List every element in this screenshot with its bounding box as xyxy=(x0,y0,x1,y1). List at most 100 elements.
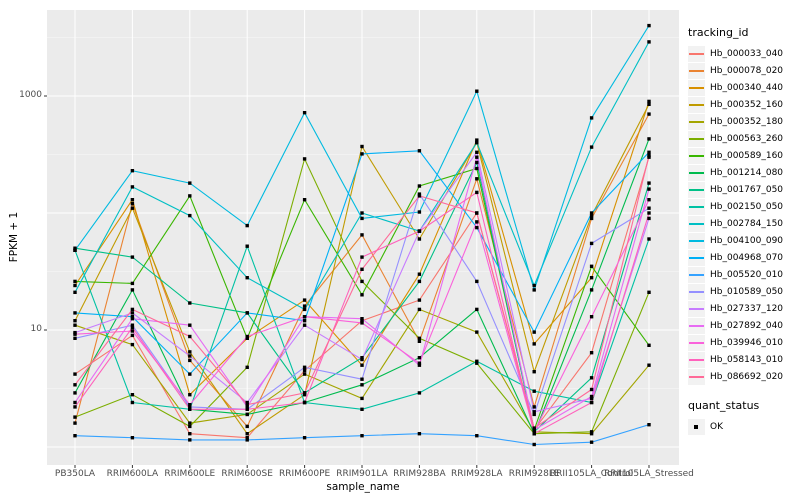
legend-item: Hb_000589_160 xyxy=(688,147,800,164)
legend-item: Hb_004968_070 xyxy=(688,249,800,266)
legend-key-swatch xyxy=(688,215,705,232)
legend-line-icon xyxy=(689,341,704,344)
legend-key-swatch xyxy=(688,147,705,164)
legend-item: Hb_000033_040 xyxy=(688,45,800,62)
legend-item: Hb_058143_010 xyxy=(688,351,800,368)
x-tick-label: RRIM928LE xyxy=(508,469,560,479)
legend-key-swatch xyxy=(688,198,705,215)
legend-line-icon xyxy=(689,154,704,157)
x-tick-label: RRIM928LA xyxy=(451,469,503,479)
legend-item: Hb_086692_020 xyxy=(688,368,800,385)
x-tick-label: RRIM928BA xyxy=(393,469,446,479)
x-tick-label: RRII105LA_Stressed xyxy=(604,469,694,479)
legend-item-label: Hb_000589_160 xyxy=(710,150,784,161)
legend-line-icon xyxy=(689,290,704,293)
plot-panel xyxy=(47,10,679,465)
legend-key-swatch xyxy=(688,351,705,368)
legend-item: Hb_027892_040 xyxy=(688,317,800,334)
legend-line-icon xyxy=(689,120,704,123)
legend-item-label: Hb_058143_010 xyxy=(710,354,784,365)
legend-line-icon xyxy=(689,273,704,276)
legend-item: Hb_005520_010 xyxy=(688,266,800,283)
legend-panel: tracking_id Hb_000033_040 Hb_000078_020 Hb… xyxy=(688,26,800,435)
legend-line-icon xyxy=(689,188,704,191)
legend-item-label: Hb_000352_180 xyxy=(710,116,784,127)
black-square-point-icon xyxy=(694,424,698,429)
legend-line-icon xyxy=(689,324,704,327)
legend-item-label: Hb_086692_020 xyxy=(710,371,784,382)
legend-item-label: Hb_000563_260 xyxy=(710,133,784,144)
x-tick-label: RRIM600LA xyxy=(106,469,159,479)
legend-line-icon xyxy=(689,171,704,174)
legend-line-icon xyxy=(689,103,704,106)
y-tick-label: 1000 xyxy=(19,90,42,100)
x-tick-label: RRIM600LE xyxy=(164,469,216,479)
legend-item-label: Hb_000033_040 xyxy=(710,48,784,59)
legend-item: Hb_000078_020 xyxy=(688,62,800,79)
tracking-id-legend-keys: Hb_000033_040 Hb_000078_020 Hb_000340_440 H… xyxy=(688,45,800,385)
legend-item: Hb_004100_090 xyxy=(688,232,800,249)
legend-key-swatch xyxy=(688,249,705,266)
legend-key-swatch xyxy=(688,45,705,62)
legend-item-quant-ok: OK xyxy=(688,418,800,435)
legend-item: Hb_000352_160 xyxy=(688,96,800,113)
legend-key-swatch xyxy=(688,130,705,147)
legend-item: Hb_002150_050 xyxy=(688,198,800,215)
x-axis-title: sample_name xyxy=(326,481,400,493)
legend-key-swatch xyxy=(688,113,705,130)
legend-item: Hb_001214_080 xyxy=(688,164,800,181)
legend-item: Hb_010589_050 xyxy=(688,283,800,300)
legend-line-icon xyxy=(689,86,704,89)
legend-line-icon xyxy=(689,137,704,140)
legend-key-swatch xyxy=(688,283,705,300)
legend-item-label: Hb_002150_050 xyxy=(710,201,784,212)
legend-line-icon xyxy=(689,256,704,259)
legend-line-icon xyxy=(689,307,704,310)
legend-key-swatch xyxy=(688,96,705,113)
legend-item: Hb_001767_050 xyxy=(688,181,800,198)
y-tick-label: 10 xyxy=(30,324,42,334)
legend-key-swatch xyxy=(688,62,705,79)
legend-item-label: Hb_004100_090 xyxy=(710,235,784,246)
legend-item-label: Hb_001767_050 xyxy=(710,184,784,195)
legend-line-icon xyxy=(689,358,704,361)
legend-item-label: Hb_000352_160 xyxy=(710,99,784,110)
legend-item-label: Hb_000078_020 xyxy=(710,65,784,76)
legend-key-swatch xyxy=(688,79,705,96)
legend-line-icon xyxy=(689,239,704,242)
legend-key-swatch xyxy=(688,164,705,181)
x-tick-label: RRIM600SE xyxy=(221,469,273,479)
legend-line-icon xyxy=(689,375,704,378)
legend-item-label: OK xyxy=(710,421,723,432)
legend-key-swatch xyxy=(688,368,705,385)
legend-item-label: Hb_027337_120 xyxy=(710,303,784,314)
legend-key-swatch xyxy=(688,334,705,351)
legend-key-swatch xyxy=(688,317,705,334)
y-axis-title: FPKM + 1 xyxy=(8,211,20,263)
legend-line-icon xyxy=(689,52,704,55)
legend-key-swatch xyxy=(688,266,705,283)
legend-line-icon xyxy=(689,69,704,72)
legend-item-label: Hb_039946_010 xyxy=(710,337,784,348)
legend-title-tracking-id: tracking_id xyxy=(688,26,749,39)
x-tick-label: PB350LA xyxy=(54,469,96,479)
legend-item-label: Hb_010589_050 xyxy=(710,286,784,297)
x-tick-label: RRIM901LA xyxy=(336,469,388,479)
x-tick-label: RRII105LA_Control xyxy=(549,469,634,479)
quant-ok-key-swatch xyxy=(688,418,705,435)
x-tick-label: RRIM600PE xyxy=(278,469,331,479)
legend-item: Hb_000563_260 xyxy=(688,130,800,147)
legend-item-label: Hb_002784_150 xyxy=(710,218,784,229)
legend-item: Hb_000352_180 xyxy=(688,113,800,130)
legend-key-swatch xyxy=(688,232,705,249)
legend-item: Hb_000340_440 xyxy=(688,79,800,96)
legend-title-quant-status: quant_status xyxy=(688,399,760,412)
legend-key-swatch xyxy=(688,181,705,198)
legend-item-label: Hb_000340_440 xyxy=(710,82,784,93)
legend-item-label: Hb_005520_010 xyxy=(710,269,784,280)
legend-item: Hb_039946_010 xyxy=(688,334,800,351)
legend-item: Hb_027337_120 xyxy=(688,300,800,317)
quant-status-legend: quant_status OK xyxy=(688,399,800,435)
legend-item-label: Hb_001214_080 xyxy=(710,167,784,178)
